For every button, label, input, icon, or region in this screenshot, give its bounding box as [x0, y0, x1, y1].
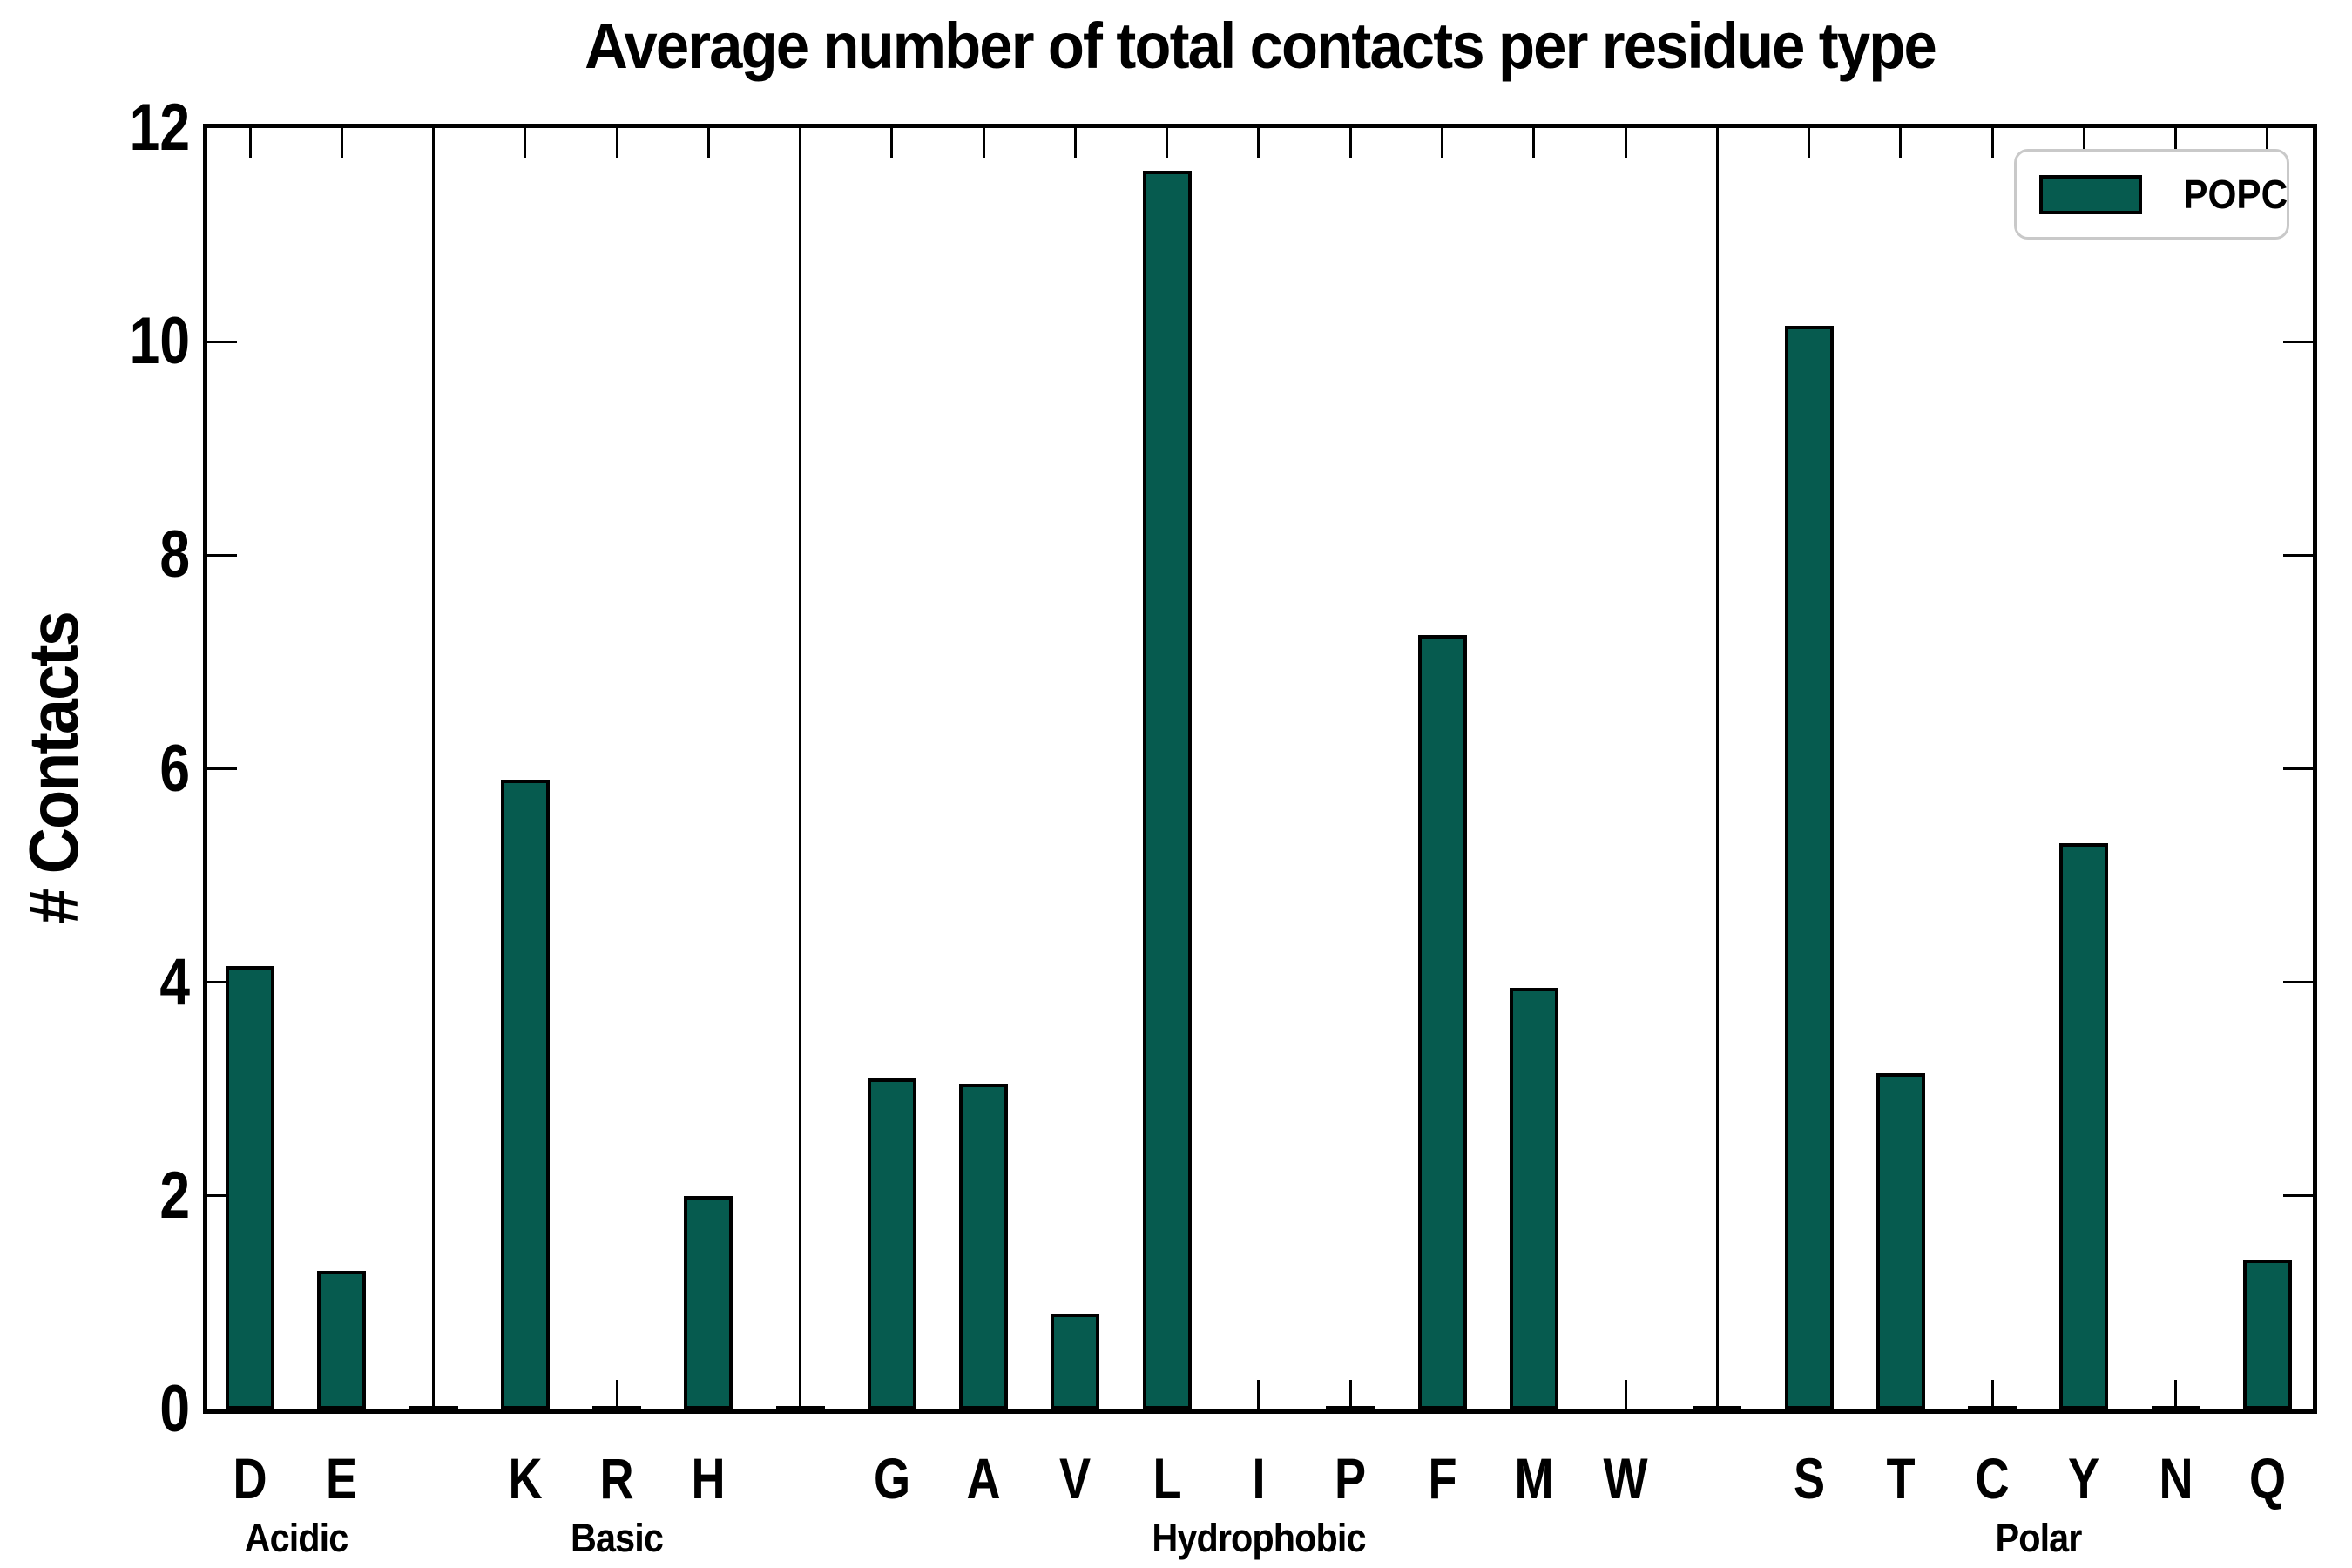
zero-bar-gap	[775, 1406, 825, 1409]
x-tick-bottom-W	[1624, 1380, 1627, 1409]
x-tick-top-T	[1899, 128, 1903, 158]
bar-D	[226, 966, 274, 1409]
y-tick-left-6	[207, 767, 237, 770]
bar-T	[1876, 1073, 1925, 1409]
x-tick-label-Q: Q	[2248, 1446, 2287, 1511]
x-tick-top-C	[1990, 128, 1994, 158]
x-tick-label-H: H	[691, 1446, 726, 1511]
bar-A	[959, 1084, 1009, 1409]
group-label-polar: Polar	[1995, 1516, 2082, 1560]
x-tick-label-R: R	[599, 1446, 634, 1511]
zero-bar-N	[2151, 1406, 2200, 1409]
x-tick-top-F	[1441, 128, 1444, 158]
x-tick-top-G	[890, 128, 894, 158]
plot-area	[203, 124, 2317, 1414]
x-tick-top-N	[2174, 128, 2178, 158]
y-tick-label-12: 12	[129, 91, 190, 165]
bar-V	[1051, 1314, 1100, 1409]
x-tick-top-S	[1808, 128, 1811, 158]
y-tick-left-4	[207, 981, 237, 984]
zero-bar-R	[592, 1406, 642, 1409]
x-tick-top-L	[1166, 128, 1169, 158]
x-tick-bottom-N	[2174, 1380, 2178, 1409]
x-tick-label-P: P	[1335, 1446, 1367, 1511]
bar-M	[1509, 988, 1558, 1409]
x-tick-top-P	[1348, 128, 1352, 158]
group-divider	[1715, 128, 1719, 1409]
x-tick-label-Y: Y	[2068, 1446, 2100, 1511]
x-tick-label-S: S	[1793, 1446, 1825, 1511]
x-tick-top-Q	[2266, 128, 2269, 158]
x-tick-label-E: E	[326, 1446, 358, 1511]
bar-H	[684, 1196, 733, 1409]
y-tick-left-10	[207, 340, 237, 343]
x-tick-top-I	[1257, 128, 1260, 158]
x-tick-label-C: C	[1975, 1446, 2010, 1511]
bar-E	[317, 1271, 367, 1409]
bar-Q	[2242, 1260, 2292, 1409]
zero-bar-gap	[409, 1406, 458, 1409]
bar-K	[500, 780, 550, 1409]
x-tick-label-N: N	[2159, 1446, 2193, 1511]
x-tick-label-G: G	[873, 1446, 910, 1511]
x-tick-label-V: V	[1059, 1446, 1092, 1511]
x-tick-label-W: W	[1603, 1446, 1648, 1511]
legend-label-popc: POPC	[2183, 172, 2288, 217]
group-label-basic: Basic	[571, 1516, 664, 1560]
x-tick-top-V	[1073, 128, 1077, 158]
y-tick-left-8	[207, 553, 237, 557]
x-tick-top-W	[1624, 128, 1627, 158]
x-tick-label-T: T	[1886, 1446, 1916, 1511]
x-tick-label-D: D	[233, 1446, 267, 1511]
y-tick-right-6	[2283, 767, 2313, 770]
x-tick-top-D	[248, 128, 252, 158]
x-tick-bottom-R	[615, 1380, 618, 1409]
y-tick-label-4: 4	[159, 944, 190, 1019]
x-tick-top-M	[1532, 128, 1536, 158]
legend: POPC	[2014, 149, 2289, 240]
y-tick-right-10	[2283, 340, 2313, 343]
x-tick-label-I: I	[1252, 1446, 1266, 1511]
y-tick-label-6: 6	[159, 731, 190, 806]
x-tick-bottom-P	[1348, 1380, 1352, 1409]
zero-bar-P	[1326, 1406, 1375, 1409]
x-tick-top-K	[524, 128, 527, 158]
y-tick-left-2	[207, 1194, 237, 1198]
y-tick-label-0: 0	[159, 1372, 190, 1446]
x-tick-top-H	[706, 128, 710, 158]
bar-S	[1784, 326, 1834, 1409]
x-tick-top-E	[340, 128, 343, 158]
x-tick-label-K: K	[508, 1446, 543, 1511]
x-tick-top-A	[982, 128, 985, 158]
bar-G	[867, 1078, 916, 1409]
group-divider	[432, 128, 436, 1409]
x-tick-top-R	[615, 128, 618, 158]
x-tick-label-L: L	[1152, 1446, 1182, 1511]
x-tick-bottom-I	[1257, 1380, 1260, 1409]
legend-swatch-popc	[2039, 174, 2142, 214]
group-label-acidic: Acidic	[244, 1516, 348, 1560]
zero-bar-C	[1968, 1406, 2017, 1409]
y-tick-label-10: 10	[129, 304, 190, 379]
group-divider	[799, 128, 802, 1409]
x-tick-label-A: A	[966, 1446, 1001, 1511]
x-tick-label-M: M	[1514, 1446, 1554, 1511]
x-tick-label-F: F	[1427, 1446, 1457, 1511]
bar-L	[1142, 171, 1192, 1409]
y-tick-right-2	[2283, 1194, 2313, 1198]
group-label-hydrophobic: Hydrophobic	[1152, 1516, 1366, 1560]
y-tick-right-4	[2283, 981, 2313, 984]
x-tick-top-Y	[2082, 128, 2085, 158]
chart-title: Average number of total contacts per res…	[585, 10, 1937, 82]
x-tick-bottom-C	[1990, 1380, 1994, 1409]
zero-bar-gap	[1693, 1406, 1742, 1409]
y-tick-label-2: 2	[159, 1158, 190, 1233]
y-tick-label-8: 8	[159, 517, 190, 592]
bar-Y	[2059, 843, 2109, 1409]
bar-F	[1417, 635, 1467, 1409]
y-tick-right-8	[2283, 553, 2313, 557]
